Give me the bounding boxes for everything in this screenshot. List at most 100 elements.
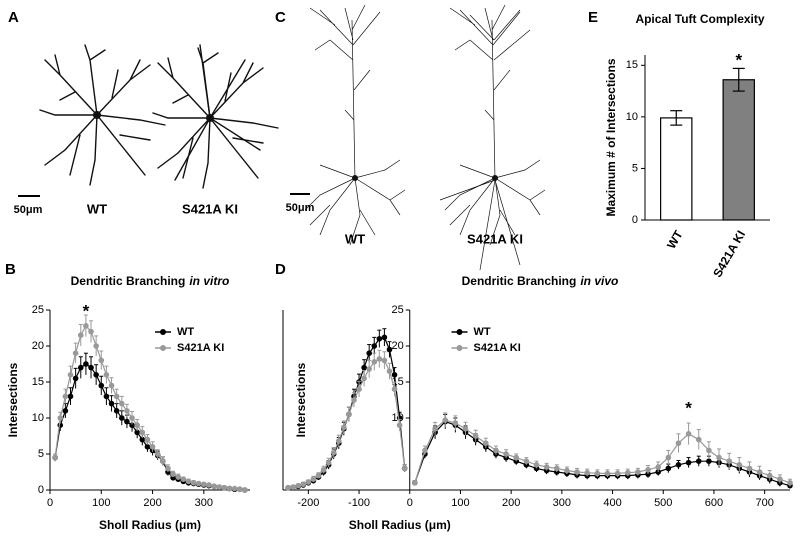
data-point — [129, 422, 135, 429]
data-point — [523, 458, 530, 465]
data-point — [401, 465, 408, 472]
data-point — [381, 357, 388, 364]
x-tick-label: -100 — [348, 497, 370, 509]
data-point — [665, 465, 672, 472]
data-point — [635, 469, 641, 475]
data-point — [144, 444, 151, 450]
x-tick-label: 200 — [143, 497, 161, 509]
data-point — [231, 485, 238, 492]
data-point — [134, 429, 140, 436]
image-label: WT — [87, 201, 107, 216]
panel-letter: E — [588, 9, 598, 26]
data-point — [206, 482, 212, 488]
annotation: * — [735, 51, 742, 70]
data-point — [787, 480, 793, 486]
y-tick-label: 25 — [32, 304, 44, 316]
data-point — [452, 420, 459, 426]
x-tick-label: -200 — [297, 497, 319, 509]
data-point — [503, 451, 509, 457]
data-point — [513, 454, 520, 461]
y-tick-label: 5 — [38, 448, 44, 460]
legend-marker — [160, 345, 166, 351]
title-part: Dendritic Branching — [462, 274, 577, 288]
x-tick-label: WT — [664, 228, 686, 252]
chart-title: Apical Tuft Complexity — [635, 12, 764, 26]
x-tick-label: 300 — [195, 497, 213, 509]
data-point — [77, 332, 84, 339]
legend-label: WT — [177, 326, 194, 338]
data-point — [290, 484, 296, 490]
x-tick-label: S421A KI — [710, 228, 748, 280]
data-point — [83, 323, 89, 329]
data-point — [160, 458, 166, 465]
data-point — [624, 469, 631, 476]
data-point — [553, 465, 560, 472]
image-label: S421A KI — [182, 201, 238, 216]
data-point — [113, 408, 120, 414]
data-point — [695, 458, 702, 465]
data-point — [57, 415, 64, 421]
data-point — [134, 422, 140, 429]
data-point — [72, 375, 79, 382]
data-point — [325, 459, 332, 466]
data-point — [346, 411, 352, 418]
y-tick-label: 20 — [392, 340, 404, 352]
data-point — [93, 343, 99, 349]
x-tick-label: 200 — [502, 497, 520, 509]
data-point — [124, 418, 130, 425]
image-label: WT — [345, 231, 365, 246]
data-point — [756, 469, 763, 475]
title-part: in vitro — [189, 274, 229, 288]
data-point — [386, 346, 393, 353]
data-point — [236, 486, 243, 493]
data-point — [242, 487, 248, 493]
chart-title: Dendritic Branching in vitro — [71, 274, 230, 288]
data-point — [67, 393, 74, 400]
data-point — [422, 447, 428, 454]
data-point — [736, 462, 743, 468]
data-point — [216, 484, 223, 490]
data-point — [391, 386, 398, 393]
panel-letter: C — [275, 9, 286, 26]
data-point — [118, 415, 125, 421]
chart-title: Dendritic Branching in vivo — [462, 274, 619, 288]
x-tick-label: 400 — [603, 497, 621, 509]
data-point — [366, 366, 372, 372]
y-tick-label: 20 — [32, 340, 44, 352]
data-point — [706, 447, 712, 454]
data-point — [211, 483, 217, 490]
data-point — [190, 480, 197, 486]
bar — [660, 117, 693, 221]
data-point — [371, 359, 378, 365]
data-point — [695, 436, 702, 443]
title-part: Apical Tuft Complexity — [635, 12, 764, 26]
scale-label: 50μm — [286, 202, 315, 214]
data-point — [88, 364, 94, 371]
legend-marker — [456, 345, 463, 351]
data-point — [391, 372, 398, 378]
data-point — [93, 372, 99, 378]
data-point — [685, 431, 692, 437]
data-point — [574, 469, 580, 475]
data-point — [295, 482, 302, 489]
bar — [722, 79, 755, 221]
data-point — [154, 451, 161, 457]
data-point — [98, 357, 105, 364]
data-point — [412, 480, 418, 486]
data-point — [777, 476, 783, 483]
y-axis-label: Intersections — [294, 362, 308, 437]
data-point — [170, 471, 176, 477]
data-point — [645, 471, 651, 477]
data-point — [645, 467, 651, 473]
data-point — [361, 375, 367, 382]
scale-label: 50μm — [14, 204, 43, 216]
data-point — [361, 364, 367, 371]
data-point — [594, 470, 601, 477]
y-tick-label: 15 — [626, 59, 638, 71]
annotation: * — [83, 301, 90, 320]
data-point — [195, 480, 202, 487]
data-point — [584, 469, 590, 476]
data-point — [462, 426, 469, 432]
x-tick-label: 300 — [553, 497, 571, 509]
